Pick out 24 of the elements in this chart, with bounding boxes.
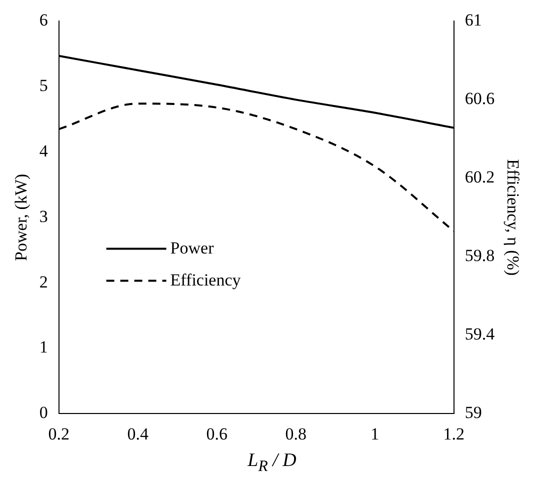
y2-tick-label: 61	[464, 10, 482, 30]
y2-tick-label: 59.4	[464, 324, 496, 344]
y-tick-label: 1	[39, 338, 48, 357]
x-axis-title: L$_{R}$ / D	[246, 450, 298, 476]
y2-axis-title: Efficiency, η (%)	[503, 159, 522, 276]
y-axis-title: Power, (kW)	[12, 174, 31, 261]
x-tick-label: 1	[370, 424, 380, 444]
y2-tick-label: 59.8	[464, 246, 495, 266]
y-tick-label: 3	[39, 206, 48, 226]
legend-label: Power	[170, 238, 214, 258]
x-tick-label: 1.2	[443, 424, 464, 444]
y2-tick-label: 60.2	[464, 168, 495, 187]
y2-tick-label: 59	[464, 403, 482, 422]
x-tick-label: 0.4	[127, 424, 150, 444]
x-tick-label: 0.8	[285, 424, 306, 444]
y-tick-label: 6	[39, 10, 48, 30]
y-tick-label: 4	[39, 141, 48, 160]
legend-label: Efficiency	[170, 270, 242, 290]
y-tick-label: 0	[39, 403, 48, 422]
y-tick-label: 5	[39, 76, 48, 96]
y2-tick-label: 60.6	[464, 89, 495, 108]
x-tick-label: 0.6	[206, 424, 228, 444]
y-tick-label: 2	[39, 272, 48, 292]
x-tick-label: 0.2	[48, 424, 70, 444]
